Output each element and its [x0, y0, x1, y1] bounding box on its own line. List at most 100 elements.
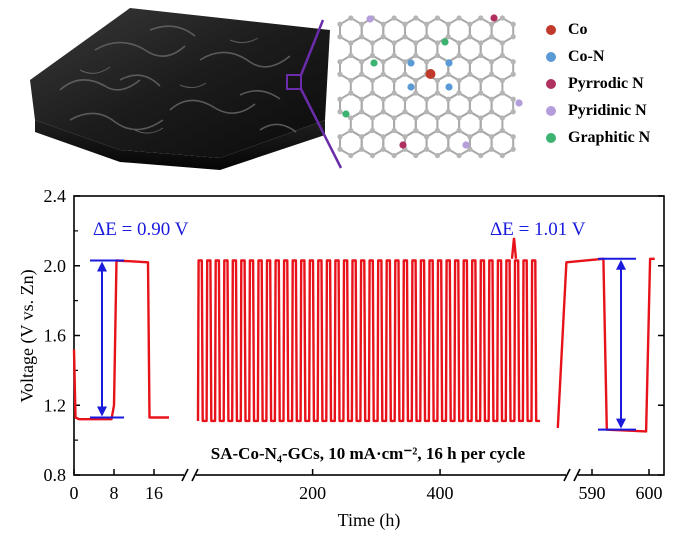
lattice-atom — [380, 34, 386, 40]
condition-annotation: SA-Co-N₄-GCs, 10 mA·cm⁻², 16 h per cycle — [211, 444, 526, 463]
lattice-atom — [456, 40, 462, 46]
pyrrodic-n-dot-icon — [546, 78, 556, 89]
lattice-atom — [434, 77, 441, 84]
lattice-atom — [467, 109, 473, 115]
lattice-atom — [456, 152, 462, 159]
axis-break-gap — [566, 471, 578, 479]
lattice-atom — [337, 71, 343, 77]
co-dot-icon — [546, 24, 556, 35]
legend-item: Co-N — [546, 43, 650, 70]
lattice-hexagon — [339, 129, 363, 157]
lattice-atom — [369, 40, 376, 46]
lattice-atom — [348, 52, 354, 59]
lattice-atom — [402, 134, 408, 140]
legend-label: Co-N — [568, 47, 605, 65]
delta-right-label: ΔE = 1.01 V — [490, 219, 586, 240]
y-tick-label: 1.6 — [44, 326, 67, 346]
lattice-atom — [488, 134, 495, 140]
lattice-atom — [434, 90, 441, 96]
delta-arrowhead-up — [97, 261, 107, 272]
lattice-atom — [359, 21, 365, 27]
doped-atom-marker — [462, 141, 470, 149]
lattice-atom — [402, 109, 408, 115]
lattice-atom — [488, 109, 495, 115]
lattice-atom — [402, 21, 408, 27]
doped-atom-marker — [425, 69, 436, 79]
lattice-atom — [348, 40, 354, 46]
lattice-atom — [510, 71, 516, 77]
lattice-atom — [499, 115, 505, 121]
lattice-atom — [488, 21, 495, 27]
lattice-atom — [380, 21, 386, 27]
y-tick-label: 2.4 — [44, 186, 67, 206]
lattice-atom — [434, 40, 441, 46]
doped-atom-marker — [445, 59, 453, 67]
lattice-atom — [445, 134, 451, 140]
lattice-atom — [337, 146, 343, 152]
lattice-atom — [488, 34, 495, 40]
lattice-atom — [499, 152, 505, 159]
graphene-sheet-render — [30, 8, 330, 170]
lattice-atom — [445, 34, 451, 40]
lattice-atom — [391, 127, 397, 134]
lattice-atom — [434, 152, 441, 159]
axis-break-slash — [563, 468, 571, 482]
lattice-atom — [478, 127, 484, 134]
lattice-atom — [348, 115, 354, 121]
lattice-atom — [510, 96, 516, 102]
lattice-atom — [434, 127, 441, 134]
lattice-atom — [456, 15, 462, 21]
graphene-lattice — [337, 14, 523, 159]
lattice-atom — [413, 115, 419, 121]
lattice-atom — [413, 52, 419, 59]
lattice-atom — [380, 109, 386, 115]
lattice-atom — [369, 77, 376, 84]
lattice-atom — [391, 52, 397, 59]
lattice-atom — [424, 109, 430, 115]
lattice-atom — [391, 90, 397, 96]
voltage-trace-middle-cycles — [196, 259, 540, 423]
lattice-atom — [369, 115, 376, 121]
lattice-atom — [402, 96, 408, 102]
lattice-atom — [413, 90, 419, 96]
lattice-atom — [467, 59, 473, 65]
x-tick-label: 0 — [70, 483, 79, 503]
lattice-atom — [478, 77, 484, 84]
lattice-atom — [467, 96, 473, 102]
lattice-atom — [380, 96, 386, 102]
legend-label: Pyrrodic N — [568, 74, 644, 92]
delta-annotations — [90, 257, 636, 431]
lattice-atom — [337, 59, 343, 65]
y-axis-label: Voltage (V vs. Zn) — [17, 269, 38, 402]
lattice-atom — [488, 71, 495, 77]
lattice-atom — [348, 90, 354, 96]
doped-atom-marker — [407, 83, 415, 91]
legend-label: Graphitic N — [568, 128, 651, 146]
lattice-atom — [488, 146, 495, 152]
lattice-atom — [391, 15, 397, 21]
lattice-atom — [413, 15, 419, 21]
x-axis-label: Time (h) — [338, 510, 401, 531]
lattice-atom — [391, 77, 397, 84]
lattice-atom — [337, 21, 343, 27]
y-tick-label: 0.8 — [44, 465, 67, 485]
lattice-atom — [424, 134, 430, 140]
doped-atom-marker — [366, 15, 374, 23]
lattice-atom — [359, 134, 365, 140]
lattice-atom — [456, 90, 462, 96]
co-n-dot-icon — [546, 51, 556, 62]
lattice-atom — [337, 96, 343, 102]
x-tick-label: 16 — [145, 483, 163, 503]
lattice-atom — [402, 34, 408, 40]
lattice-atom — [348, 152, 354, 159]
lattice-atom — [445, 146, 451, 152]
lattice-hexagon — [425, 129, 450, 157]
lattice-atom — [337, 109, 343, 115]
lattice-atom — [337, 134, 343, 140]
lattice-atom — [413, 40, 419, 46]
lattice-atom — [478, 152, 484, 159]
lattice-atom — [424, 34, 430, 40]
lattice-atom — [337, 34, 343, 40]
voltage-trace-segment3 — [556, 257, 655, 433]
lattice-atom — [380, 134, 386, 140]
